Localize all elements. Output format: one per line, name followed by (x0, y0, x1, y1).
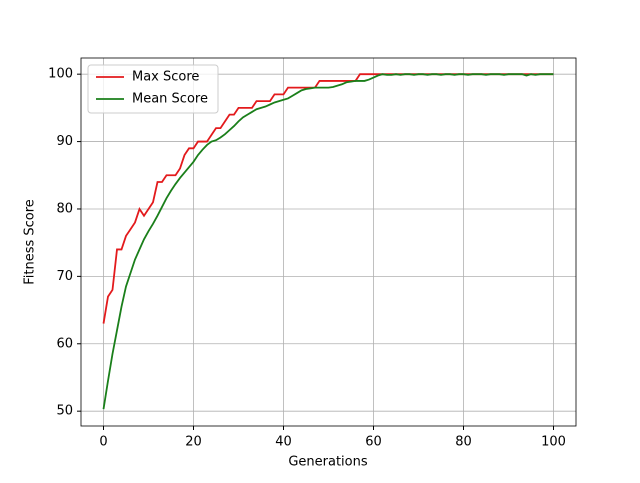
x-tick-label: 80 (455, 435, 472, 450)
x-tick-label: 60 (365, 435, 382, 450)
data-line (102, 73, 554, 410)
x-axis-label: Generations (288, 455, 368, 470)
x-tick-label: 100 (541, 435, 566, 450)
x-tick-label: 40 (275, 435, 292, 450)
y-tick-label: 80 (56, 201, 73, 216)
legend-label: Max Score (132, 70, 199, 85)
x-tick-label: 0 (99, 435, 107, 450)
y-tick-label: 90 (56, 134, 73, 149)
plot-frame (80, 57, 577, 427)
y-tick-label: 60 (56, 336, 73, 351)
y-tick-label: 100 (48, 67, 73, 82)
x-tick-label: 20 (185, 435, 202, 450)
y-tick-label: 50 (56, 404, 73, 419)
legend-label: Mean Score (132, 92, 208, 107)
y-axis-label: Fitness Score (23, 199, 38, 285)
y-tick-label: 70 (56, 269, 73, 284)
